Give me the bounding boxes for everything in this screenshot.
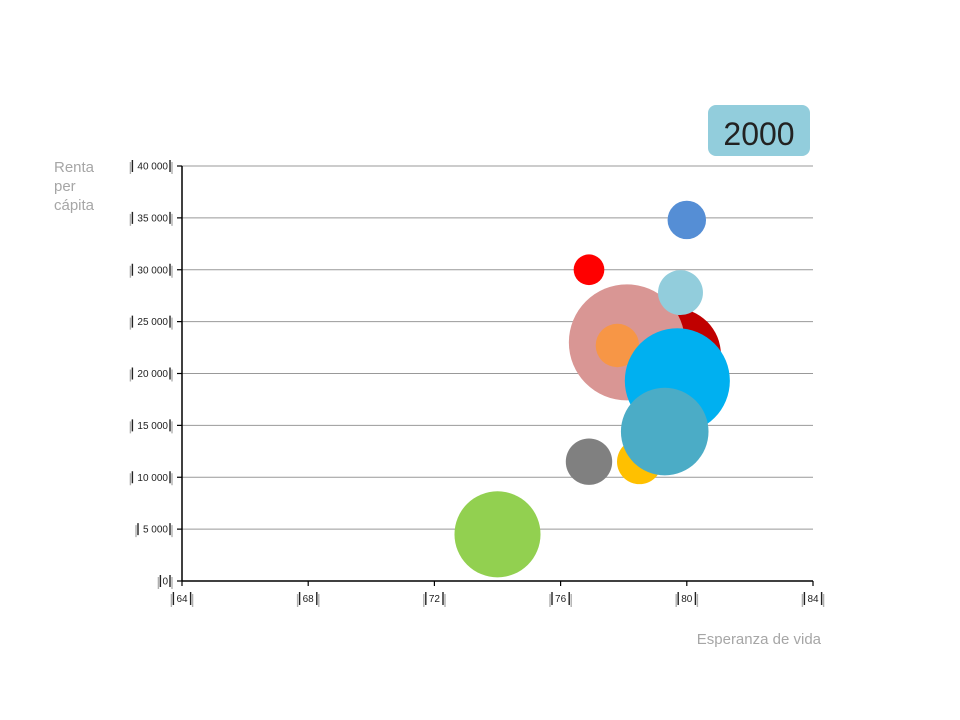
y-tick-label: 10 000 bbox=[137, 473, 168, 484]
y-tick-label: 5 000 bbox=[143, 525, 168, 536]
y-tick-label: 25 000 bbox=[137, 317, 168, 328]
y-axis-title-line: per bbox=[54, 178, 76, 195]
x-tick-label: 76 bbox=[555, 594, 567, 605]
bubble bbox=[620, 387, 709, 476]
x-tick-label: 84 bbox=[807, 594, 819, 605]
year-label: 2000 bbox=[723, 116, 794, 152]
bubble bbox=[595, 323, 640, 368]
tick-labels: 0 5 000 10 000 15 000 20 000 25 000 30 000 35 0… bbox=[129, 160, 825, 607]
bubble bbox=[573, 254, 605, 286]
bubbles bbox=[454, 200, 730, 578]
x-tick-label: 80 bbox=[681, 594, 693, 605]
y-tick-label: 0 bbox=[162, 577, 168, 588]
x-tick-label: 64 bbox=[176, 594, 188, 605]
bubble bbox=[454, 491, 541, 578]
year-badge: 2000 bbox=[708, 105, 810, 156]
x-tick-label: 72 bbox=[429, 594, 441, 605]
y-tick-label: 35 000 bbox=[137, 213, 168, 224]
y-axis-title-line: cápita bbox=[54, 197, 95, 214]
y-tick-label: 20 000 bbox=[137, 369, 168, 380]
y-tick-label: 40 000 bbox=[137, 162, 168, 173]
y-tick-label: 15 000 bbox=[137, 421, 168, 432]
bubble bbox=[667, 200, 707, 240]
bubble bbox=[658, 270, 703, 316]
x-tick-label: 68 bbox=[303, 594, 315, 605]
bubble bbox=[565, 438, 613, 485]
y-axis-title: Renta per cápita bbox=[54, 159, 95, 214]
x-axis-title: Esperanza de vida bbox=[697, 631, 822, 648]
axes bbox=[177, 165, 814, 586]
year-badge-background bbox=[708, 105, 810, 156]
y-tick-label: 30 000 bbox=[137, 265, 168, 276]
y-axis-title-line: Renta bbox=[54, 159, 95, 176]
